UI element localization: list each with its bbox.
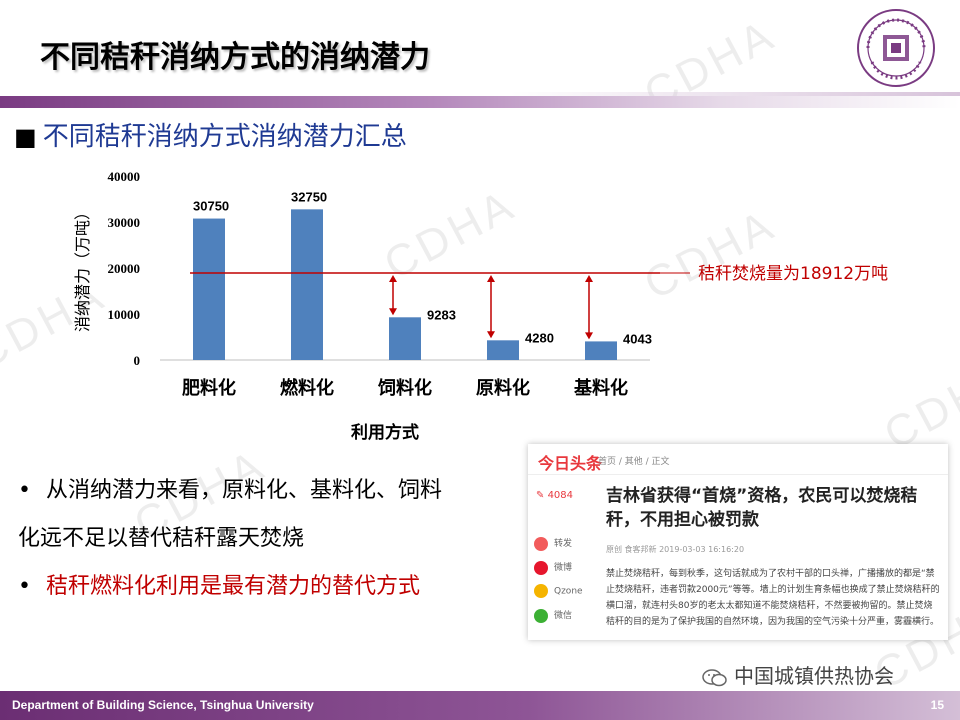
- bullet-dot-icon: •: [18, 478, 31, 503]
- repost-icon: [534, 536, 548, 551]
- bullet-item-1: • 从消纳潜力来看，原料化、基料化、饲料: [18, 472, 442, 504]
- arrow-head-up: [585, 275, 593, 283]
- share-qzone[interactable]: Qzone: [534, 584, 594, 604]
- bullet-text: 从消纳潜力来看，原料化、基料化、饲料: [45, 478, 442, 503]
- bar-value-label: 30750: [193, 199, 229, 214]
- bar-value-label: 32750: [291, 189, 327, 204]
- weibo-icon: [534, 560, 548, 575]
- bullet-item-2: • 秸秆燃料化利用是最有潜力的替代方式: [18, 568, 420, 600]
- association-label: 中国城镇供热协会: [702, 660, 894, 689]
- bullet-dot-icon: •: [18, 574, 31, 599]
- bar-value-label: 9283: [427, 307, 456, 322]
- y-tick-label: 20000: [108, 261, 141, 276]
- news-meta: 原创 食客邦新 2019-03-03 16:16:20: [606, 545, 745, 554]
- qzone-icon: [534, 584, 548, 598]
- bar: [487, 340, 519, 360]
- bullet-text: 秸秆燃料化利用是最有潜力的替代方式: [45, 574, 420, 599]
- section-subtitle-text: 不同秸秆消纳方式消纳潜力汇总: [42, 122, 407, 152]
- bar: [585, 341, 617, 360]
- news-body: 禁止焚烧秸秆，每到秋季，这句话就成为了农村干部的口头禅，广播播放的都是“禁止焚烧…: [606, 569, 940, 627]
- arrow-head-down: [389, 308, 397, 316]
- section-subtitle: ■ 不同秸秆消纳方式消纳潜力汇总: [14, 116, 407, 153]
- news-logo: 今日头条: [538, 454, 603, 473]
- bar-chart: 40000 30000 20000 10000 0 30750 肥料化 32750 燃料化 92…: [73, 169, 888, 443]
- news-article-screenshot: 今日头条 首页 / 其他 / 正文 ✎ 4084 转发 微博 Qzone 微信 …: [528, 444, 948, 640]
- arrow-head-down: [487, 331, 495, 339]
- slide-title: 不同秸秆消纳方式的消纳潜力: [40, 40, 430, 75]
- x-category-label: 燃料化: [280, 377, 334, 399]
- y-axis: 40000 30000 20000 10000 0: [108, 169, 141, 368]
- y-tick-label: 30000: [108, 215, 141, 230]
- square-bullet-icon: ■: [14, 123, 37, 151]
- arrow-head-up: [487, 275, 495, 283]
- wechat-share-icon: [534, 608, 548, 623]
- x-category-label: 肥料化: [181, 377, 236, 399]
- news-headline[interactable]: 吉林省获得“首烧”资格，农民可以焚烧秸秆，不用担心被罚款: [606, 486, 918, 530]
- bar-value-label: 4280: [525, 330, 554, 345]
- bar: [389, 317, 421, 360]
- wechat-icon: [702, 668, 727, 686]
- header-band: [0, 96, 960, 108]
- arrow-head-down: [585, 332, 593, 340]
- news-topbar: 今日头条 首页 / 其他 / 正文: [528, 444, 948, 475]
- x-category-label: 基料化: [573, 377, 628, 399]
- reference-line-group: 秸秆焚烧量为18912万吨: [190, 264, 888, 340]
- header-band-highlight: [510, 92, 960, 96]
- share-wechat[interactable]: 微信: [534, 608, 594, 628]
- y-tick-label: 10000: [108, 307, 141, 322]
- bullet-item-1-continuation: 化远不足以替代秸秆露天焚烧: [18, 526, 305, 551]
- news-breadcrumb: 首页 / 其他 / 正文: [598, 457, 670, 467]
- bar: [193, 218, 225, 360]
- footer-bar: Department of Building Science, Tsinghua…: [0, 691, 960, 720]
- share-repost[interactable]: 转发: [534, 536, 594, 556]
- bar: [291, 209, 323, 360]
- y-tick-label: 0: [134, 353, 141, 368]
- footer-department: Department of Building Science, Tsinghua…: [12, 698, 314, 712]
- x-category-label: 饲料化: [377, 377, 432, 399]
- bar-value-label: 4043: [623, 331, 652, 346]
- y-tick-label: 40000: [108, 169, 141, 184]
- page-number: 15: [930, 698, 944, 712]
- y-axis-label: 消纳潜力（万吨）: [73, 204, 92, 332]
- share-weibo[interactable]: 微博: [534, 560, 594, 580]
- tsinghua-seal-icon: [857, 9, 935, 87]
- x-axis-label: 利用方式: [351, 422, 419, 443]
- x-category-label: 原料化: [476, 377, 530, 399]
- arrow-head-up: [389, 275, 397, 283]
- comment-icon: ✎: [536, 490, 548, 501]
- bars: 30750 肥料化 32750 燃料化 9283 饲料化 4280 原料化 4043 基料化: [181, 189, 652, 399]
- reference-line-label: 秸秆焚烧量为18912万吨: [698, 264, 888, 284]
- comment-count: ✎ 4084: [536, 490, 574, 501]
